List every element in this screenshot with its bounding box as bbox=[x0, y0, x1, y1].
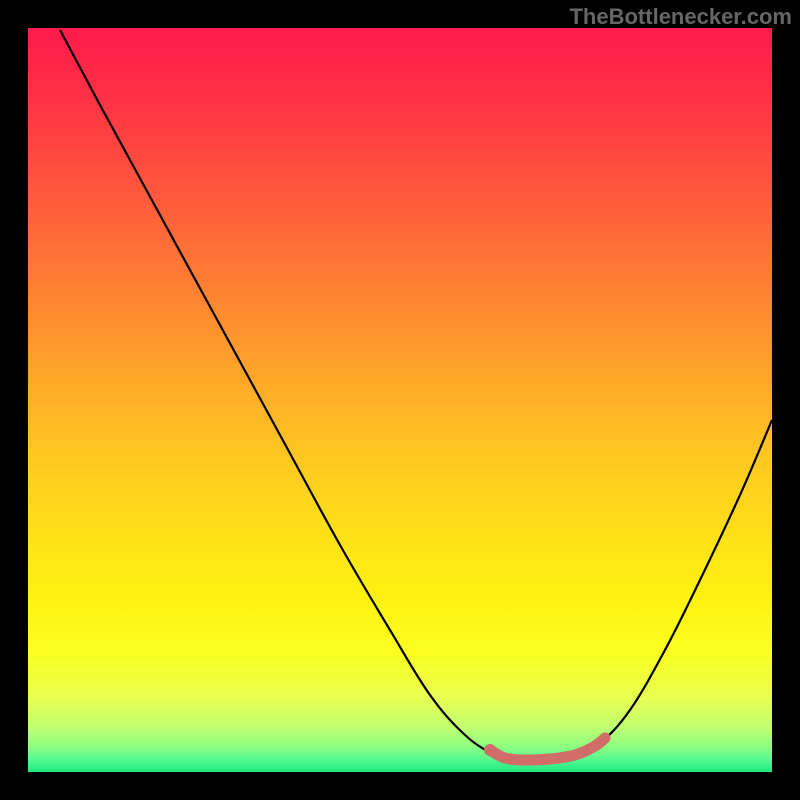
chart-container: TheBottlenecker.com bbox=[0, 0, 800, 800]
bottleneck-chart bbox=[0, 0, 800, 800]
optimal-range-start-dot bbox=[484, 744, 496, 756]
watermark-text: TheBottlenecker.com bbox=[569, 4, 792, 30]
